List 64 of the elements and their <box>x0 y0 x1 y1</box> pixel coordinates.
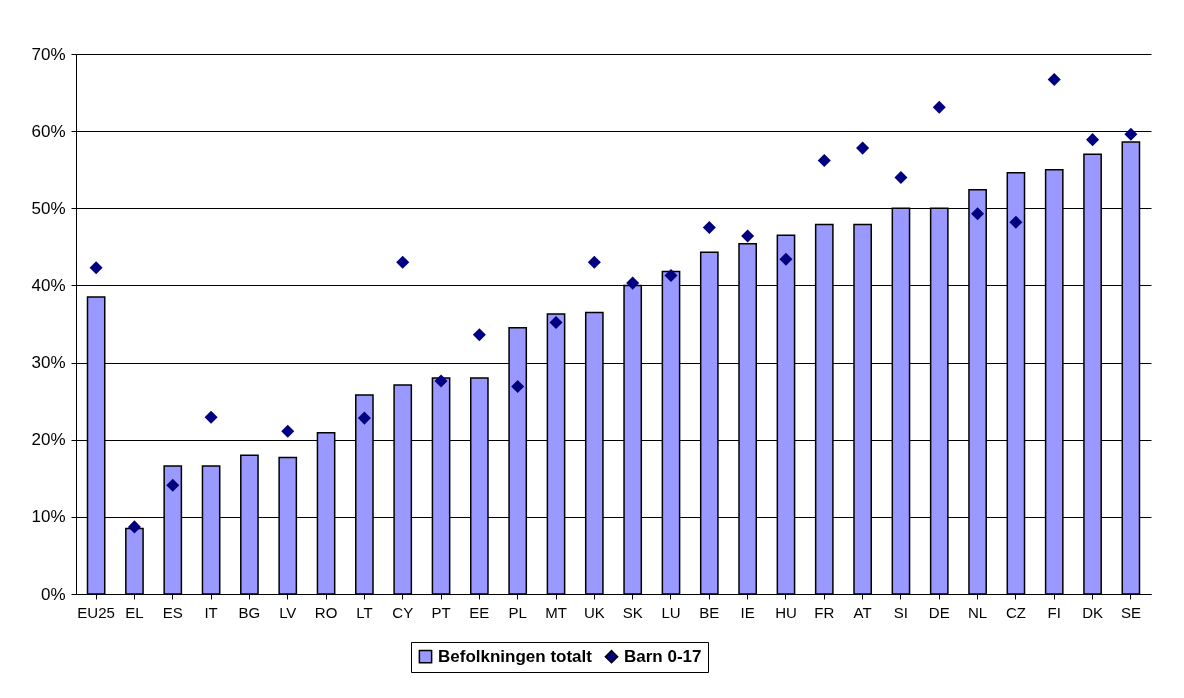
x-tick-label: LV <box>279 603 297 621</box>
x-tick-label: BE <box>699 603 720 621</box>
point <box>166 478 180 492</box>
y-tick-label: 50% <box>31 198 66 218</box>
x-tick-label: MT <box>545 603 567 621</box>
x-tick-label: EU25 <box>77 603 115 621</box>
x-tick-label: FI <box>1047 603 1061 621</box>
y-tick-label: 70% <box>31 44 66 64</box>
point <box>549 315 563 329</box>
x-tick-label: BG <box>238 603 261 621</box>
point <box>587 255 601 269</box>
y-tick-label: 60% <box>31 121 66 141</box>
x-tick-label: NL <box>967 603 988 621</box>
point <box>971 207 985 221</box>
y-tick-label: 0% <box>40 584 66 604</box>
x-tick-label: RO <box>314 603 338 621</box>
point <box>817 153 831 167</box>
x-tick-label: IT <box>204 603 218 621</box>
point <box>1124 127 1138 141</box>
x-tick-label: CZ <box>1005 603 1026 621</box>
x-tick-label: CY <box>392 603 414 621</box>
y-tick-label: 40% <box>31 275 66 295</box>
point <box>664 268 678 282</box>
x-tick-label: LT <box>356 603 373 621</box>
point <box>89 261 103 275</box>
point <box>779 252 793 266</box>
x-tick-label: IE <box>740 603 755 621</box>
x-tick-label: SE <box>1120 603 1141 621</box>
x-tick-label: HU <box>775 603 797 621</box>
point <box>127 520 141 534</box>
x-tick-label: EE <box>469 603 490 621</box>
legend-label: Befolkningen totalt <box>438 646 593 666</box>
x-tick-label: EL <box>125 603 144 621</box>
point <box>1047 72 1061 86</box>
point <box>702 221 716 235</box>
x-tick-label: DE <box>928 603 950 621</box>
x-tick-label: ES <box>162 603 183 621</box>
x-tick-label: PL <box>508 603 527 621</box>
legend-label: Barn 0-17 <box>624 646 702 666</box>
point <box>511 379 525 393</box>
point <box>434 374 448 388</box>
point <box>472 328 486 342</box>
x-tick-label: SI <box>893 603 909 621</box>
point <box>357 411 371 425</box>
y-tick-label: 30% <box>31 353 66 373</box>
point <box>281 424 295 438</box>
point <box>932 100 946 114</box>
x-tick-label: DK <box>1082 603 1103 621</box>
y-tick-label: 10% <box>31 507 66 527</box>
x-tick-label: AT <box>853 603 872 621</box>
x-tick-label: UK <box>583 603 605 621</box>
x-tick-label: LU <box>661 603 681 621</box>
y-tick-label: 20% <box>31 430 66 450</box>
point <box>204 410 218 424</box>
point <box>626 276 640 290</box>
x-tick-label: SK <box>622 603 643 621</box>
point <box>856 141 870 155</box>
point <box>741 229 755 243</box>
x-tick-label: PT <box>431 603 451 621</box>
point <box>894 170 908 184</box>
point <box>396 255 410 269</box>
point <box>1086 133 1100 147</box>
x-tick-label: FR <box>814 603 835 621</box>
point <box>1009 215 1023 229</box>
